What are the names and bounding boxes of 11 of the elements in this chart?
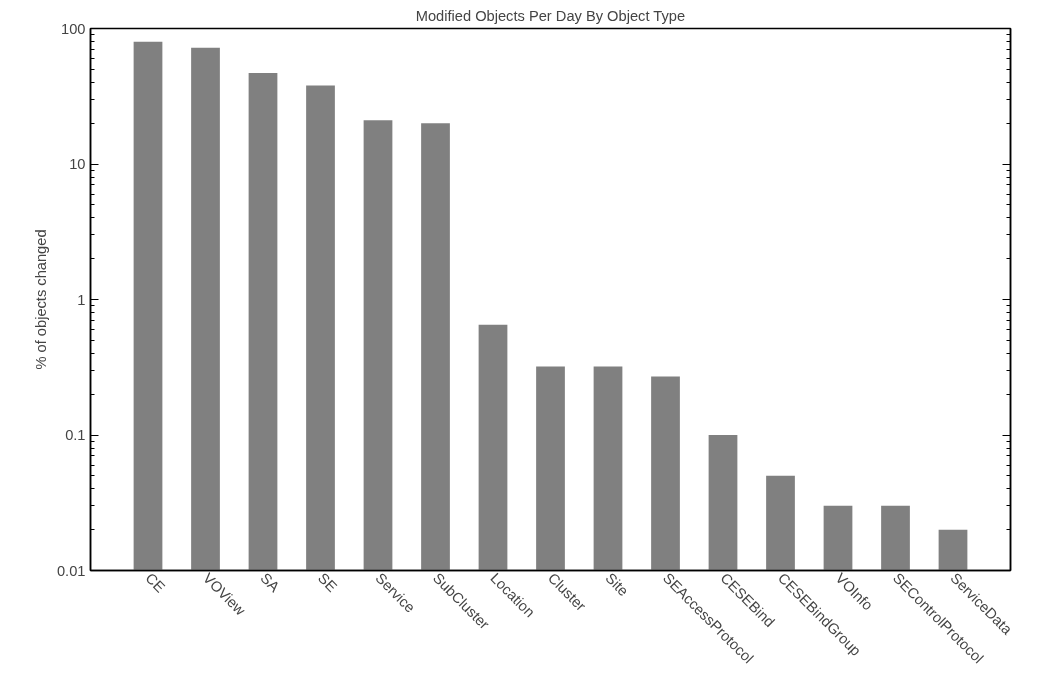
y-tick-label: 100 (61, 20, 86, 37)
y-tick-label: 0.1 (65, 427, 86, 443)
y-tick-label: 0.01 (56, 562, 86, 579)
y-tick-label: 10 (69, 156, 86, 172)
x-tick-label: SE (314, 569, 341, 596)
x-tick-label: SA (257, 569, 283, 596)
x-tick-label: CE (142, 569, 169, 596)
x-tick-label: Site (602, 569, 632, 600)
y-tick-label: 1 (77, 291, 86, 308)
chart-title: Modified Objects Per Day By Object Type (415, 7, 686, 24)
y-axis-title: % of objects changed (32, 229, 49, 370)
